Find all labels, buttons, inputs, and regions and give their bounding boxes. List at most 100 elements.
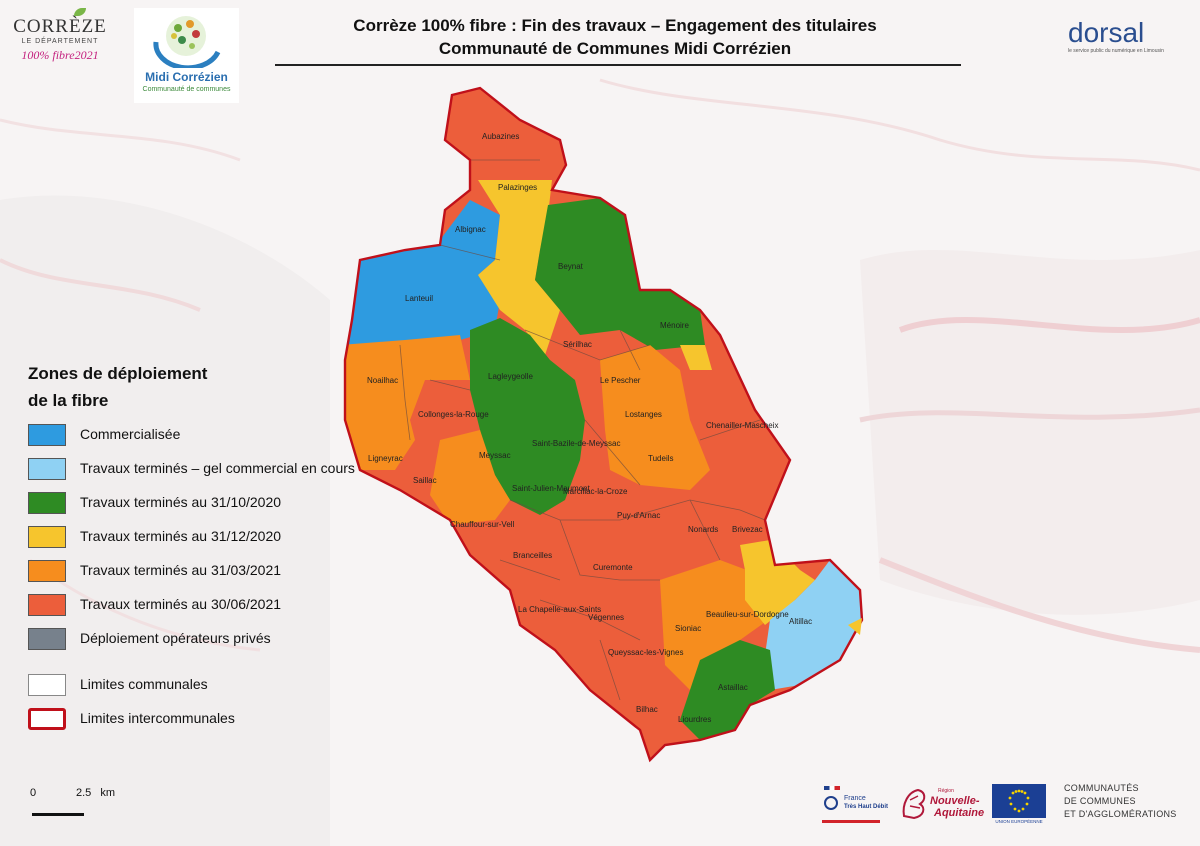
midi-correzien-sub: Communauté de communes xyxy=(142,86,231,93)
legend-label: Travaux terminés au 31/10/2020 xyxy=(80,494,282,510)
region-name-1: Nouvelle- xyxy=(930,795,980,807)
legend-item-limites-intercommunales: Limites intercommunales xyxy=(28,708,408,742)
legend-label: Travaux terminés au 30/06/2021 xyxy=(80,596,282,612)
legend-label: Travaux terminés au 31/12/2020 xyxy=(80,528,282,544)
commune-label: Queyssac-les-Vignes xyxy=(608,648,683,657)
commune-label: Le Pescher xyxy=(600,376,641,385)
commune-label: Altillac xyxy=(789,617,812,626)
zone-oct2020-astaillac xyxy=(680,640,775,740)
legend-item-mar2021: Travaux terminés au 31/03/2021 xyxy=(28,560,408,594)
communautes-logo: COMMUNAUTÉS DE COMMUNES ET D'AGGLOMÉRATI… xyxy=(1064,782,1177,821)
communautes-line-3: ET D'AGGLOMÉRATIONS xyxy=(1064,809,1177,819)
france-thd-text-1: France xyxy=(844,795,866,802)
legend-swatch xyxy=(28,708,66,730)
correze-logo-main: CORRÈZE xyxy=(13,16,107,37)
legend-label: Limites intercommunales xyxy=(80,710,235,726)
commune-labels: Aubazines Palazinges Albignac Beynat Lan… xyxy=(367,132,812,724)
commune-label: Liourdres xyxy=(678,715,711,724)
commune-label: Aubazines xyxy=(482,132,519,141)
communautes-line-1: COMMUNAUTÉS xyxy=(1064,783,1139,793)
commune-label: La Chapelle-aux-Saints xyxy=(518,605,601,614)
commune-label: Astaillac xyxy=(718,683,748,692)
legend-label: Travaux terminés au 31/03/2021 xyxy=(80,562,282,578)
legend-title-line-1: Zones de déploiement xyxy=(28,364,208,383)
map-legend: Zones de déploiement de la fibre Commerc… xyxy=(28,360,408,742)
zone-mar2021-tudeils xyxy=(600,345,710,490)
legend-item-dec2020: Travaux terminés au 31/12/2020 xyxy=(28,526,408,560)
eu-label: UNION EUROPÉENNE xyxy=(995,819,1043,824)
legend-item-operateurs-prives: Déploiement opérateurs privés xyxy=(28,628,408,662)
legend-item-oct2020: Travaux terminés au 31/10/2020 xyxy=(28,492,408,526)
france-thd-emblem-icon xyxy=(824,796,838,810)
zone-oct2020-meyssac xyxy=(470,318,585,515)
dorsal-logo-text: dorsal xyxy=(1068,17,1145,48)
commune-label: Albignac xyxy=(455,225,486,234)
legend-label: Déploiement opérateurs privés xyxy=(80,630,271,646)
commune-label: Beaulieu-sur-Dordogne xyxy=(706,610,789,619)
commune-label: Chauffour-sur-Vell xyxy=(450,520,515,529)
title-line-2: Communauté de Communes Midi Corrézien xyxy=(438,39,792,58)
lion-icon xyxy=(902,788,926,820)
legend-label: Commercialisée xyxy=(80,426,181,442)
commune-label: Beynat xyxy=(558,262,584,271)
scale-zero: 0 xyxy=(30,787,37,799)
legend-swatch xyxy=(28,674,66,696)
title-line-1: Corrèze 100% fibre : Fin des travaux – E… xyxy=(353,16,877,35)
eu-flag-icon xyxy=(992,784,1046,818)
commune-label: Tudeils xyxy=(648,454,674,463)
legend-item-gel-commercial: Travaux terminés – gel commercial en cou… xyxy=(28,458,408,492)
commune-label: Curemonte xyxy=(593,563,633,572)
commune-label: Branceilles xyxy=(513,551,552,560)
midi-correzien-emblem-icon xyxy=(153,16,221,68)
region-small: Région xyxy=(938,788,954,794)
commune-label: Palazinges xyxy=(498,183,537,192)
commune-label: Saillac xyxy=(413,476,437,485)
legend-label: Travaux terminés – gel commercial en cou… xyxy=(80,460,355,476)
zone-mar2021-chauffour xyxy=(430,430,510,525)
commune-label: Saint-Bazile-de-Meyssac xyxy=(532,439,620,448)
scale-value-wrap: 2.5 km xyxy=(76,787,115,799)
commune-label: Saint-Julien-Maumont xyxy=(512,484,591,493)
dorsal-logo-sub: le service public du numérique en Limous… xyxy=(1068,48,1164,54)
france-thd-text-2: Très Haut Débit xyxy=(844,804,889,810)
zone-dec2020-east-tip xyxy=(848,618,862,635)
correze-logo-fibre: 100% fibre2021 xyxy=(21,48,99,62)
title-underline xyxy=(275,64,961,66)
commune-label: Collonges-la-Rouge xyxy=(418,410,489,419)
commune-label: Noailhac xyxy=(367,376,398,385)
zone-dec2020-brivezac xyxy=(740,540,815,625)
zone-gel-altillac xyxy=(765,560,862,690)
midi-correzien-name: Midi Corrézien xyxy=(145,70,228,84)
legend-swatch xyxy=(28,560,66,582)
zone-commercialisee xyxy=(345,200,500,350)
commune-label: Lostanges xyxy=(625,410,662,419)
commune-label: Chenailler-Mascheix xyxy=(706,421,778,430)
commune-label: Ménoire xyxy=(660,321,689,330)
commune-label: Sioniac xyxy=(675,624,701,633)
france-thd-underline xyxy=(822,820,880,823)
nouvelle-aquitaine-logo: Région Nouvelle- Aquitaine xyxy=(900,786,984,822)
midi-correzien-logo: Midi Corrézien Communauté de communes xyxy=(134,8,239,103)
scale-unit: km xyxy=(100,787,116,799)
legend-title: Zones de déploiement de la fibre xyxy=(28,360,408,414)
correze-leaf-icon xyxy=(74,8,86,16)
legend-title-line-2: de la fibre xyxy=(28,391,109,410)
zone-dec2020-ménoire xyxy=(680,345,712,370)
dorsal-logo: dorsal le service public du numérique en… xyxy=(1068,18,1180,62)
commune-label: Végennes xyxy=(588,613,624,622)
commune-label: Sérilhac xyxy=(563,340,592,349)
correze-logo-sub: LE DÉPARTEMENT xyxy=(21,38,99,45)
zone-oct2020-beynat xyxy=(535,198,705,350)
commune-label: Bilhac xyxy=(636,705,658,714)
scale-value: 2.5 xyxy=(76,787,92,799)
commune-label: Lagleygeolle xyxy=(488,372,533,381)
communautes-line-2: DE COMMUNES xyxy=(1064,796,1136,806)
correze-logo: CORRÈZE LE DÉPARTEMENT 100% fibre2021 xyxy=(10,8,110,68)
legend-item-limites-communales: Limites communales xyxy=(28,674,408,708)
legend-item-jun2021: Travaux terminés au 30/06/2021 xyxy=(28,594,408,628)
legend-swatch xyxy=(28,492,66,514)
commune-label: Ligneyrac xyxy=(368,454,403,463)
